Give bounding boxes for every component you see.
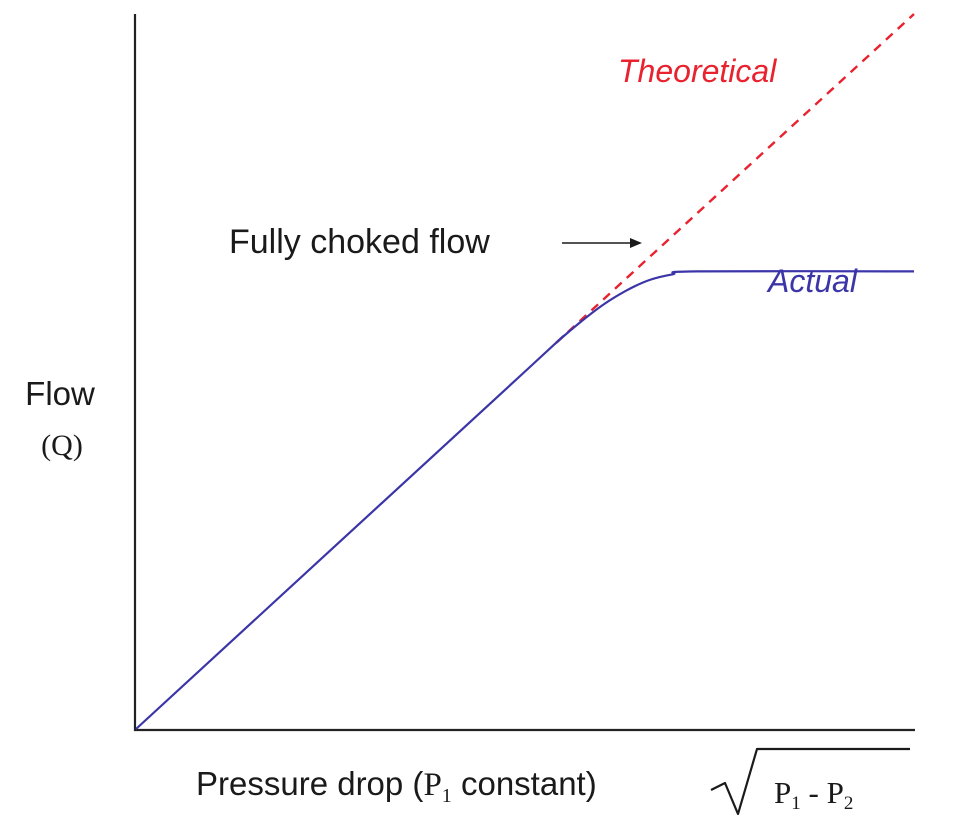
actual-series-line [135,270,915,730]
sqrt-expression: P1 - P2 [774,775,853,814]
sqrt-radical-sign [710,747,910,816]
fully-choked-flow-annotation: Fully choked flow [229,223,490,261]
actual-label: Actual [766,263,858,299]
y-axis-label: Flow [25,375,95,412]
theoretical-series-line [555,13,915,344]
theoretical-label: Theoretical [618,53,777,89]
y-axis-unit-label: (Q) [41,429,83,462]
x-axis-label: Pressure drop (P1 constant) [196,765,597,807]
